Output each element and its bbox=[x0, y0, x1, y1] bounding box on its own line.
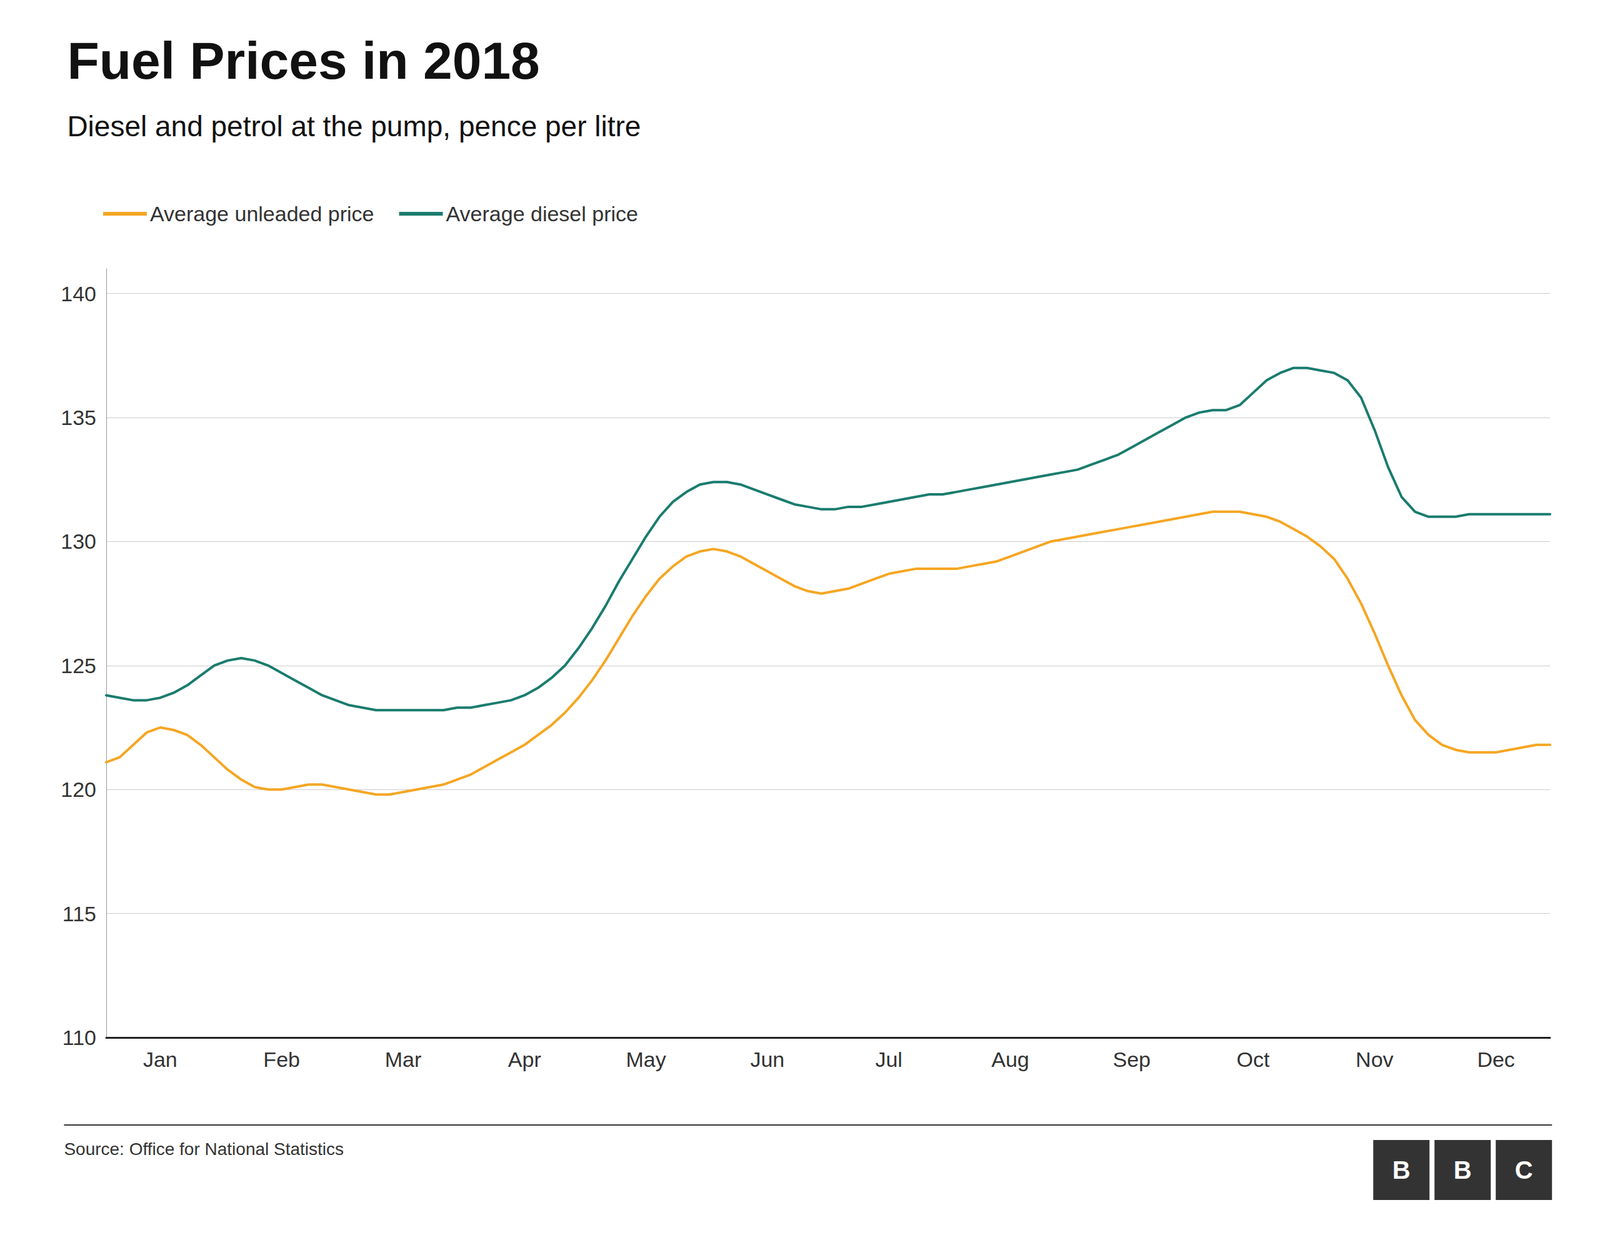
svg-text:140: 140 bbox=[60, 281, 97, 306]
svg-text:Sep: Sep bbox=[1112, 1047, 1151, 1072]
svg-text:Fuel Prices in 2018: Fuel Prices in 2018 bbox=[66, 31, 540, 90]
svg-text:Jun: Jun bbox=[750, 1047, 785, 1072]
svg-text:C: C bbox=[1515, 1156, 1534, 1184]
svg-text:110: 110 bbox=[62, 1025, 97, 1050]
svg-text:120: 120 bbox=[60, 777, 97, 802]
svg-text:Nov: Nov bbox=[1355, 1047, 1394, 1072]
svg-text:Oct: Oct bbox=[1236, 1047, 1270, 1072]
svg-text:B: B bbox=[1392, 1156, 1411, 1184]
svg-text:125: 125 bbox=[60, 653, 97, 678]
svg-text:May: May bbox=[625, 1047, 666, 1072]
svg-text:Source: Office for National St: Source: Office for National Statistics bbox=[63, 1139, 344, 1159]
svg-text:Average diesel price: Average diesel price bbox=[446, 201, 639, 226]
svg-text:Dec: Dec bbox=[1476, 1047, 1515, 1072]
svg-text:Jan: Jan bbox=[143, 1047, 178, 1072]
svg-text:Jul: Jul bbox=[875, 1047, 902, 1072]
svg-text:Mar: Mar bbox=[385, 1047, 422, 1072]
svg-text:115: 115 bbox=[62, 901, 97, 926]
svg-text:Aug: Aug bbox=[991, 1047, 1030, 1072]
svg-text:130: 130 bbox=[60, 529, 97, 554]
svg-text:135: 135 bbox=[60, 405, 97, 430]
svg-text:Diesel and petrol at the pump,: Diesel and petrol at the pump, pence per… bbox=[66, 110, 641, 143]
svg-text:Average unleaded price: Average unleaded price bbox=[150, 201, 375, 226]
svg-text:Feb: Feb bbox=[263, 1047, 300, 1072]
svg-text:B: B bbox=[1453, 1156, 1472, 1184]
svg-text:Apr: Apr bbox=[508, 1047, 542, 1072]
